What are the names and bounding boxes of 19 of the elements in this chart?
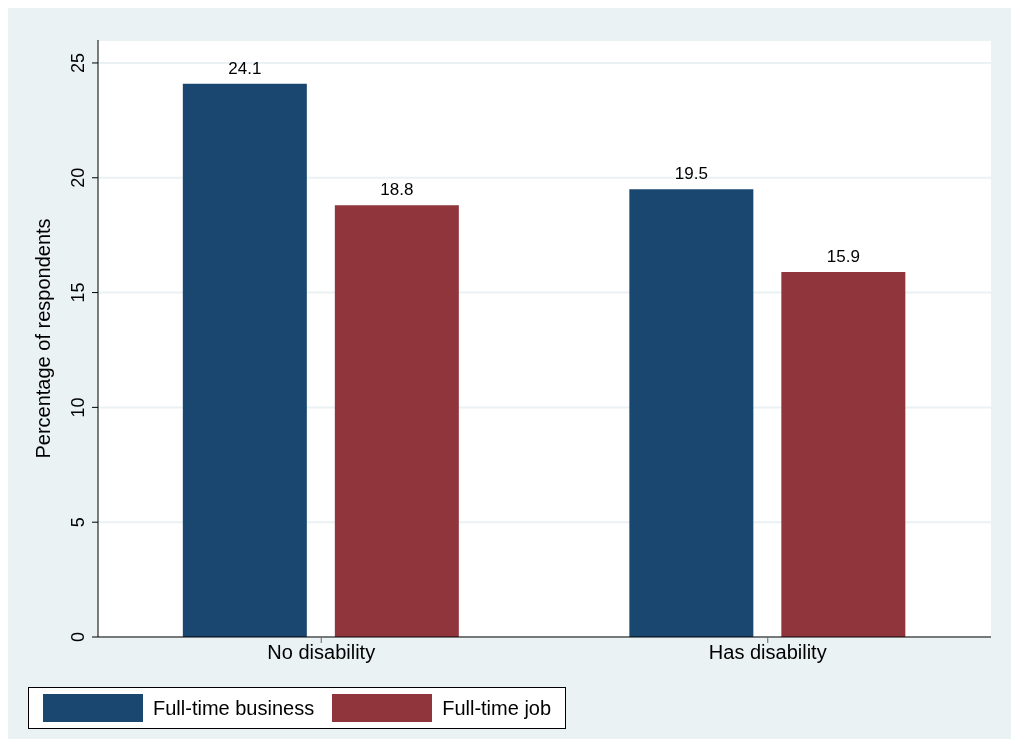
data-label: 19.5 (674, 164, 708, 184)
bar (182, 83, 307, 637)
y-tick-label: 5 (68, 517, 88, 528)
data-label: 24.1 (228, 58, 262, 78)
x-tick-label: No disability (267, 641, 376, 664)
y-tick-label: 25 (68, 52, 88, 73)
y-tick-label: 20 (68, 167, 88, 188)
y-tick-label: 0 (68, 631, 88, 643)
x-tick-label: Has disability (708, 641, 827, 664)
bar (781, 271, 906, 637)
data-label: 15.9 (826, 246, 860, 266)
legend-label: Full-time job (441, 695, 552, 721)
bar (334, 205, 459, 637)
data-label: 18.8 (380, 180, 414, 200)
y-tick-label: 15 (68, 282, 88, 303)
y-axis-title: Percentage of respondents (32, 218, 55, 459)
bar (629, 189, 754, 637)
legend-label: Full-time business (152, 695, 315, 721)
y-tick-label: 10 (68, 397, 88, 418)
